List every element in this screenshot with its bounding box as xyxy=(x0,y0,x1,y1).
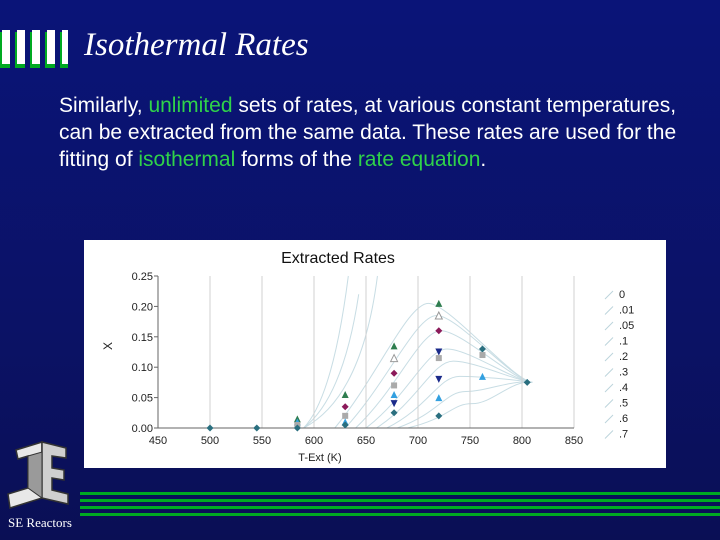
slide-body: Similarly, unlimited sets of rates, at v… xyxy=(59,92,699,173)
legend-entry: 0 xyxy=(619,289,625,301)
chart-points xyxy=(206,299,531,432)
x-tick-label: 450 xyxy=(149,435,167,447)
x-tick-label: 500 xyxy=(201,435,219,447)
data-point xyxy=(478,345,486,353)
data-point xyxy=(435,348,443,356)
x-tick-label: 700 xyxy=(409,435,427,447)
legend-swatch xyxy=(604,352,614,362)
x-tick-label: 600 xyxy=(305,435,323,447)
legend-swatch xyxy=(604,414,614,424)
body-text-4: . xyxy=(480,148,487,171)
legend-entry: .1 xyxy=(619,336,628,348)
chart-title: Extracted Rates xyxy=(281,250,395,267)
model-curve-steep xyxy=(303,294,360,429)
data-point xyxy=(389,353,399,363)
highlight-isothermal: isothermal xyxy=(138,148,236,171)
model-curve xyxy=(334,302,533,429)
data-point xyxy=(391,382,398,389)
title-bars-decoration xyxy=(0,30,68,68)
body-text-3: forms of the xyxy=(235,148,358,171)
data-point xyxy=(253,424,261,432)
extracted-rates-chart: Extracted Rates T-Ext (K) X 450 500 550 600… xyxy=(84,240,666,468)
chart-canvas: Extracted Rates T-Ext (K) X 450 500 550 600… xyxy=(101,250,634,464)
legend-entry: .4 xyxy=(619,382,628,394)
model-curve xyxy=(397,381,533,429)
y-axis-label: X xyxy=(101,342,115,350)
footer-label: SE Reactors xyxy=(8,515,72,530)
data-point xyxy=(435,412,443,420)
model-curve xyxy=(365,348,533,429)
data-point xyxy=(479,352,486,359)
legend-entry: .5 xyxy=(619,398,628,410)
data-point xyxy=(434,310,444,320)
legend-entry: .2 xyxy=(619,351,628,363)
se-logo-icon xyxy=(7,440,69,509)
legend-entry: .6 xyxy=(619,413,628,425)
slide-title: Isothermal Rates xyxy=(84,27,309,63)
x-tick-label: 650 xyxy=(357,435,375,447)
x-tick-label: 750 xyxy=(461,435,479,447)
legend-swatch xyxy=(604,306,614,315)
x-axis-label: T-Ext (K) xyxy=(298,452,341,464)
data-point xyxy=(435,299,443,307)
chart-axes: 450 500 550 600 650 700 750 800 850 0.00 0.05 0.10 0… xyxy=(132,271,584,447)
legend-swatch xyxy=(604,368,614,377)
body-text-1: Similarly, xyxy=(59,94,149,117)
legend-swatch xyxy=(604,337,614,346)
data-point xyxy=(435,327,443,335)
data-point xyxy=(341,403,349,411)
data-point xyxy=(435,394,443,402)
data-point xyxy=(293,424,301,432)
data-point xyxy=(342,412,349,419)
model-curves xyxy=(303,275,533,429)
model-curve-steep xyxy=(303,275,378,429)
highlight-unlimited: unlimited xyxy=(148,94,233,117)
body-text-2: sets of rates, at various constant tempe… xyxy=(59,94,677,171)
model-curve xyxy=(376,360,533,429)
data-point xyxy=(435,375,443,383)
data-point xyxy=(390,342,398,350)
legend-swatch xyxy=(604,430,614,439)
data-point xyxy=(390,391,398,399)
data-point xyxy=(341,391,349,399)
data-point xyxy=(478,372,486,380)
y-tick-label: 0.15 xyxy=(132,332,153,344)
legend-entry: .3 xyxy=(619,367,628,379)
legend-entry: .7 xyxy=(619,429,628,441)
legend-swatch xyxy=(604,383,614,393)
data-point xyxy=(206,424,214,432)
y-tick-label: 0.25 xyxy=(132,271,153,283)
legend-swatch xyxy=(604,399,614,408)
model-curve xyxy=(386,375,533,429)
legend-entry: .05 xyxy=(619,320,634,332)
y-tick-label: 0.10 xyxy=(132,362,153,374)
model-curve xyxy=(407,381,533,429)
legend-entry: .01 xyxy=(619,305,634,317)
x-tick-label: 550 xyxy=(253,435,271,447)
legend-swatch xyxy=(604,290,614,300)
highlight-rate-equation: rate equation xyxy=(357,148,481,171)
chart-grid xyxy=(157,276,575,428)
data-point xyxy=(341,421,349,429)
footer-rule-lines xyxy=(80,492,720,516)
y-tick-label: 0.20 xyxy=(132,301,153,313)
data-point xyxy=(390,409,398,417)
data-point xyxy=(435,355,442,362)
y-tick-label: 0.00 xyxy=(132,423,153,435)
y-tick-label: 0.05 xyxy=(132,393,153,405)
x-tick-label: 850 xyxy=(565,435,583,447)
data-point xyxy=(390,400,398,408)
data-point xyxy=(523,378,531,386)
chart-legend: 0 .01 .05 .1 .2 .3 .4 .5 .6 .7 xyxy=(604,289,634,441)
data-point xyxy=(390,369,398,377)
legend-swatch xyxy=(604,321,614,331)
x-tick-label: 800 xyxy=(513,435,531,447)
model-curve-steep xyxy=(303,275,349,429)
